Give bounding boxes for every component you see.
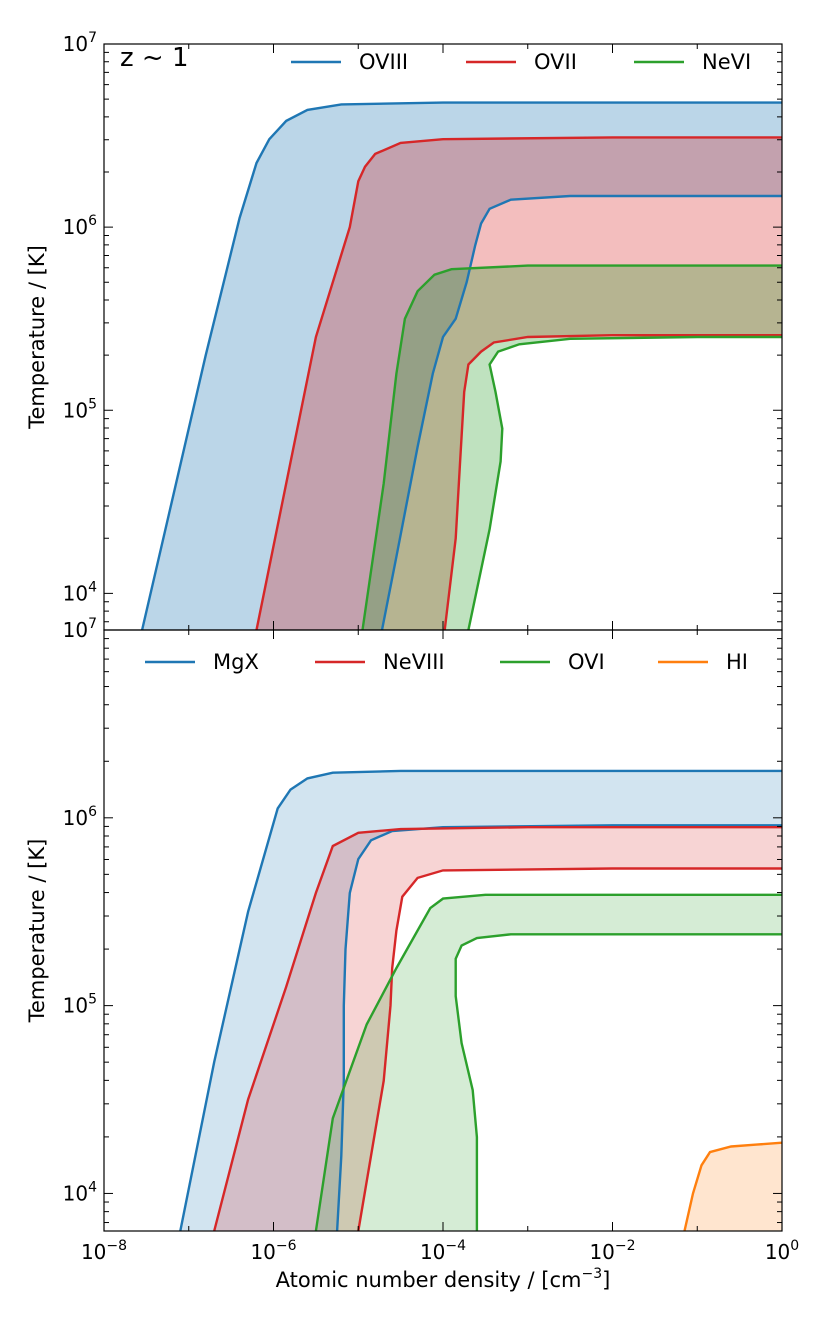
- y-tick-label: 104: [63, 579, 97, 605]
- oviii-lower-line: [380, 194, 782, 631]
- x-axis-label: Atomic number density / [cm−3]: [276, 1266, 611, 1292]
- hi-upper-line: [683, 1141, 783, 1232]
- y-tick-label: 106: [63, 804, 97, 830]
- mgx-band-fill: [180, 770, 782, 1231]
- legend-label-mgx: MgX: [213, 650, 259, 674]
- hi-band-fill: [684, 1142, 782, 1231]
- ovii-lower-line: [443, 334, 782, 631]
- ovi-lower-line: [454, 933, 782, 1231]
- y-tick-label: 106: [63, 213, 97, 239]
- bottom-panel: 10−8 10−6 10−4 10−2 100 104 105 106 107 Temperatu…: [25, 616, 799, 1292]
- ovi-upper-line: [314, 893, 782, 1232]
- mgx-upper-line: [179, 769, 782, 1232]
- neviii-band-fill: [214, 827, 783, 1231]
- oviii-band-fill: [142, 102, 782, 631]
- ovi-band-fill: [315, 894, 782, 1231]
- nevi-lower-line: [467, 335, 782, 631]
- y-tick-label: 107: [63, 616, 97, 642]
- y-tick-label: 105: [63, 396, 97, 422]
- x-tick-label: 10−2: [589, 1238, 635, 1264]
- legend-label-nevi: NeVI: [702, 50, 751, 74]
- nevi-upper-line: [361, 264, 782, 631]
- x-tick-label: 10−6: [250, 1238, 296, 1264]
- x-tick-label: 100: [765, 1238, 799, 1264]
- y-tick-label: 104: [63, 1179, 97, 1205]
- x-tick-label: 10−8: [81, 1238, 127, 1264]
- nevi-band-fill: [362, 265, 782, 630]
- neviii-upper-line: [213, 826, 782, 1232]
- legend-label-ovii: OVII: [534, 50, 577, 74]
- y-tick-label: 107: [63, 30, 97, 56]
- redshift-annotation: z ~ 1: [120, 43, 189, 73]
- legend-label-hi: HI: [726, 650, 748, 674]
- ovii-band-fill: [256, 137, 782, 631]
- oviii-upper-line: [140, 101, 782, 631]
- x-tick-label: 10−4: [420, 1238, 466, 1264]
- legend-label-ovi: OVI: [568, 650, 605, 674]
- y-axis-label: Temperature / [K]: [25, 839, 49, 1024]
- neviii-lower-line: [357, 867, 782, 1232]
- legend-label-neviii: NeVIII: [383, 650, 445, 674]
- ovii-upper-line: [255, 136, 782, 631]
- top-panel: 104 105 106 107 Temperature / [K] z ~ 1 OVIII O…: [25, 30, 783, 631]
- y-axis-label: Temperature / [K]: [25, 245, 49, 430]
- y-tick-label: 105: [63, 992, 97, 1018]
- legend-label-oviii: OVIII: [359, 50, 408, 74]
